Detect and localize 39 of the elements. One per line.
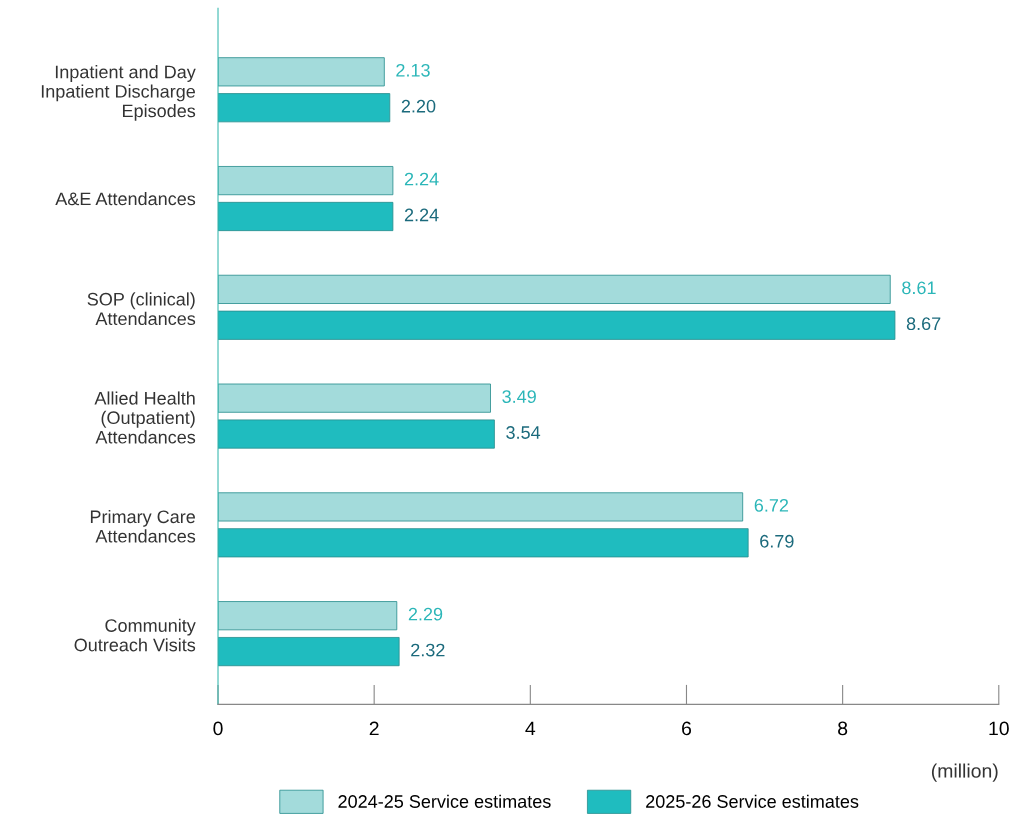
- bar: [218, 57, 385, 87]
- bar: [218, 637, 400, 667]
- bar: [218, 93, 391, 123]
- bar: [218, 201, 394, 232]
- y-tick-label: SOP (clinical) Attendances: [87, 292, 196, 326]
- legend-label: 2024-25 Service estimates: [338, 794, 551, 808]
- y-tick-label: Inpatient and Day Inpatient Discharge Episodes: [41, 65, 196, 121]
- bar: [218, 310, 896, 340]
- bar: [218, 528, 749, 558]
- data-label: 2.20: [401, 99, 436, 113]
- data-label: 3.49: [502, 390, 536, 403]
- y-tick-label: A&E Attendances: [55, 192, 196, 206]
- data-label: 2.24: [404, 172, 439, 186]
- data-label: 2.29: [408, 607, 443, 621]
- data-label: 8.61: [902, 281, 936, 295]
- legend-label: 2025-26 Service estimates: [646, 794, 859, 808]
- bar: [218, 274, 891, 304]
- bar: [218, 166, 394, 196]
- x-axis-title: (million): [931, 763, 998, 782]
- data-label: 2.32: [411, 643, 445, 657]
- data-label: 2.24: [404, 208, 439, 222]
- bar: [218, 492, 744, 522]
- y-tick-label: Allied Health (Outpatient) Attendances: [94, 391, 196, 444]
- x-tick-label: 8: [838, 721, 848, 736]
- x-tick-label: 0: [213, 721, 223, 736]
- x-tick-label: 10: [989, 721, 1009, 736]
- data-label: 6.79: [760, 534, 794, 548]
- y-tick-label: Community Outreach Visits: [74, 618, 196, 652]
- data-label: 2.13: [396, 63, 430, 77]
- data-label: 3.54: [506, 426, 541, 439]
- x-tick-label: 2: [369, 721, 379, 736]
- x-tick-label: 6: [682, 721, 692, 736]
- x-tick-label: 4: [525, 721, 536, 736]
- bar: [218, 419, 495, 449]
- y-tick-label: Primary Care Attendances: [90, 509, 196, 543]
- data-label: 8.67: [906, 317, 941, 331]
- bar: [218, 383, 491, 413]
- data-label: 6.72: [754, 498, 789, 512]
- bar: [218, 601, 398, 631]
